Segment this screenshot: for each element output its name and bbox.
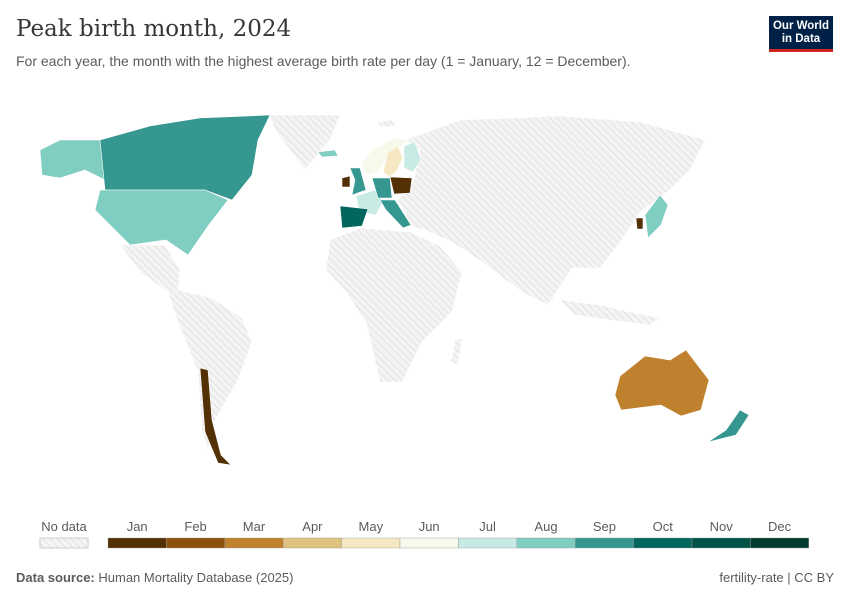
owid-logo[interactable]: Our World in Data: [769, 16, 833, 52]
legend-label-may: May: [358, 519, 384, 534]
legend-label-aug: Aug: [534, 519, 558, 534]
no-data-region-latin-america[interactable]: [119, 244, 253, 452]
legend-swatch-dec[interactable]: [750, 537, 810, 549]
legend-swatch-nov[interactable]: [691, 537, 751, 549]
legend-swatch-mar[interactable]: [224, 537, 284, 549]
legend-swatch-aug[interactable]: [516, 537, 576, 549]
world-map[interactable]: [0, 100, 850, 500]
country-chile[interactable]: [199, 367, 232, 466]
color-legend: [39, 537, 810, 549]
legend-label-sep: Sep: [592, 519, 616, 534]
legend-label-feb: Feb: [184, 519, 207, 534]
country-spain[interactable]: [339, 205, 369, 229]
country-new-zealand[interactable]: [707, 409, 750, 443]
country-alaska[interactable]: [39, 139, 106, 181]
country-united-kingdom[interactable]: [349, 167, 367, 196]
no-data-region-madagascar[interactable]: [450, 337, 463, 366]
no-data-region-svalbard[interactable]: [377, 119, 397, 128]
legend-no-data-label: No data: [41, 519, 87, 534]
legend-label-nov: Nov: [709, 519, 733, 534]
license-note[interactable]: fertility-rate | CC BY: [719, 570, 834, 585]
no-data-region-africa[interactable]: [325, 227, 463, 383]
legend-no-data-swatch[interactable]: [39, 537, 89, 549]
legend-label-jun: Jun: [418, 519, 440, 534]
page-subtitle: For each year, the month with the highes…: [16, 53, 631, 69]
country-poland[interactable]: [389, 176, 413, 195]
data-source: Data source: Human Mortality Database (2…: [16, 570, 294, 585]
legend-label-mar: Mar: [242, 519, 266, 534]
legend-swatch-may[interactable]: [341, 537, 401, 549]
legend-label-apr: Apr: [302, 519, 323, 534]
country-canada[interactable]: [99, 114, 271, 201]
legend-label-oct: Oct: [652, 519, 673, 534]
no-data-region-indonesia[interactable]: [559, 299, 661, 326]
legend-swatch-jul[interactable]: [458, 537, 517, 549]
no-data-region-eurasia[interactable]: [397, 115, 706, 306]
country-finland[interactable]: [403, 141, 422, 173]
country-japan[interactable]: [644, 194, 669, 239]
legend-swatch-jun[interactable]: [399, 537, 459, 549]
legend-swatch-apr[interactable]: [283, 537, 342, 549]
legend-label-dec: Dec: [768, 519, 792, 534]
legend-swatch-sep[interactable]: [575, 537, 634, 549]
country-sweden[interactable]: [382, 145, 404, 178]
legend-swatch-jan[interactable]: [107, 537, 167, 549]
country-iceland[interactable]: [317, 149, 339, 158]
no-data-region-greenland[interactable]: [269, 114, 341, 171]
country-australia[interactable]: [614, 349, 710, 417]
country-united-states[interactable]: [94, 189, 229, 256]
country-germany[interactable]: [371, 177, 393, 199]
country-italy[interactable]: [379, 199, 412, 229]
legend-label-jul: Jul: [479, 519, 496, 534]
legend-swatch-feb[interactable]: [166, 537, 225, 549]
legend-swatch-oct[interactable]: [633, 537, 693, 549]
country-south-korea[interactable]: [635, 217, 644, 230]
country-ireland[interactable]: [341, 175, 351, 188]
page-title: Peak birth month, 2024: [16, 16, 292, 42]
legend-label-jan: Jan: [126, 519, 148, 534]
